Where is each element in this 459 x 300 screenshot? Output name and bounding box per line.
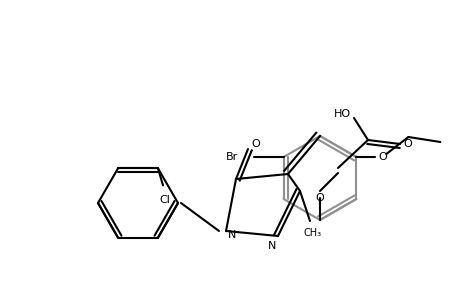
Text: Br: Br [225,152,237,162]
Text: Cl: Cl [159,195,170,206]
Text: N: N [267,241,275,251]
Text: O: O [403,139,411,149]
Text: O: O [315,193,324,203]
Text: HO: HO [333,109,350,119]
Text: CH₃: CH₃ [303,228,321,238]
Text: N: N [227,230,235,240]
Text: O: O [251,139,260,149]
Text: O: O [377,152,386,162]
